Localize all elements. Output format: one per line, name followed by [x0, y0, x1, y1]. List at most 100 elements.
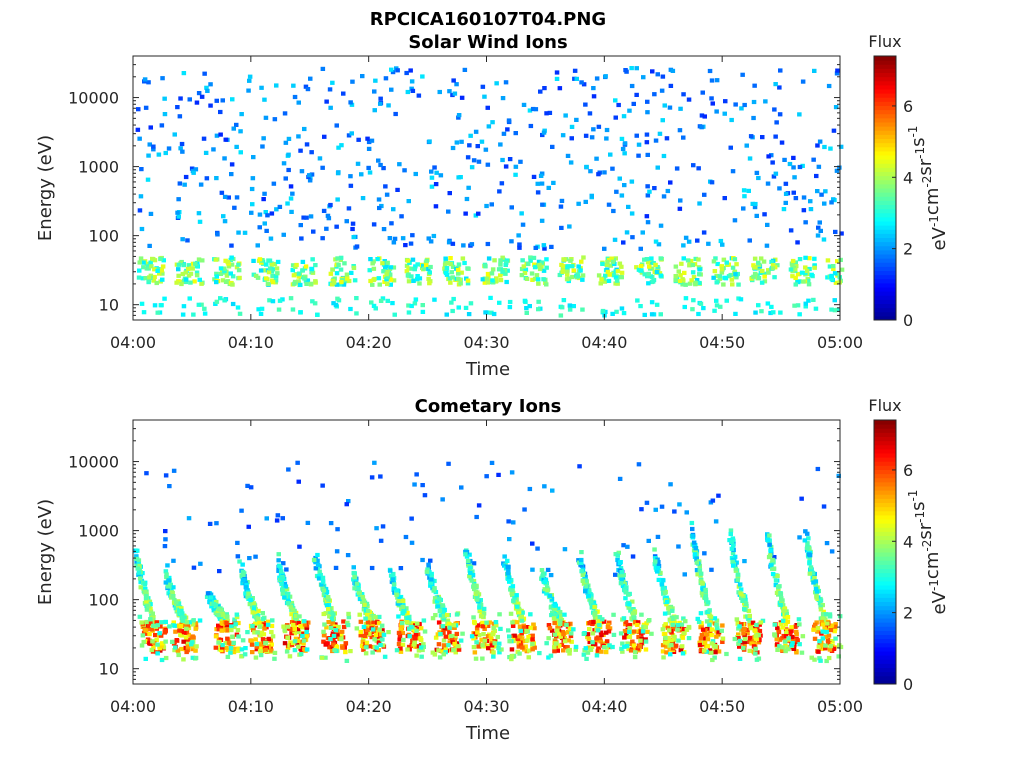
heatmap-cell [391, 240, 397, 245]
heatmap-cell [447, 89, 452, 94]
heatmap-cell [807, 561, 812, 566]
heatmap-cell [583, 646, 589, 651]
heatmap-cell [221, 214, 226, 219]
heatmap-cell [508, 611, 514, 616]
heatmap-cell [415, 277, 420, 282]
heatmap-cell [345, 620, 350, 625]
heatmap-cell [488, 295, 493, 300]
heatmap-cell [718, 304, 723, 309]
heatmap-cell [263, 276, 269, 281]
heatmap-cell [465, 281, 471, 286]
heatmap-cell [261, 197, 266, 202]
heatmap-cell [408, 624, 414, 629]
heatmap-cell [754, 213, 759, 218]
heatmap-cell [213, 634, 219, 639]
heatmap-cell [590, 640, 595, 645]
heatmap-cell [482, 280, 488, 285]
heatmap-cell [182, 182, 187, 187]
heatmap-cell [589, 193, 594, 198]
heatmap-cell [191, 565, 197, 570]
heatmap-cell [831, 128, 837, 133]
heatmap-cell [160, 277, 165, 282]
heatmap-cell [656, 577, 662, 582]
heatmap-cell [476, 633, 482, 638]
heatmap-cell [781, 207, 787, 212]
heatmap-cell [163, 537, 168, 542]
heatmap-cell [257, 257, 263, 262]
heatmap-cell [735, 577, 740, 582]
heatmap-cell [481, 606, 487, 611]
heatmap-cell [541, 277, 546, 282]
heatmap-cell [220, 98, 225, 103]
heatmap-cell [245, 630, 250, 635]
heatmap-cell [339, 280, 344, 285]
heatmap-cell [624, 631, 629, 636]
heatmap-cell [687, 281, 693, 286]
heatmap-cell [256, 608, 261, 613]
heatmap-cell [626, 592, 631, 597]
heatmap-cell [456, 276, 461, 281]
heatmap-cell [589, 605, 595, 610]
heatmap-cell [542, 86, 547, 91]
heatmap-cell [372, 89, 377, 94]
heatmap-cell [531, 174, 537, 179]
heatmap-cell [329, 616, 335, 621]
heatmap-cell [619, 646, 624, 651]
colorbar-step [874, 510, 896, 516]
colorbar-step [874, 60, 896, 65]
heatmap-cell [369, 138, 375, 143]
heatmap-cell [592, 612, 597, 617]
x-tick-label: 04:50 [699, 333, 745, 352]
heatmap-cell [726, 274, 732, 279]
heatmap-cell [811, 627, 816, 632]
heatmap-cell [444, 312, 449, 317]
heatmap-cell [226, 264, 232, 269]
heatmap-cell [313, 279, 318, 284]
heatmap-cell [668, 482, 673, 487]
y-tick-label: 100 [88, 227, 119, 246]
heatmap-cell [135, 127, 141, 132]
heatmap-cell [186, 516, 192, 521]
heatmap-cell [831, 646, 837, 651]
colorbar-step [874, 278, 896, 284]
heatmap-cell [446, 240, 452, 245]
heatmap-cell [259, 630, 265, 635]
heatmap-cell [812, 265, 817, 270]
heatmap-cell [334, 634, 340, 639]
heatmap-cell [288, 604, 294, 610]
colorbar-step [874, 580, 896, 586]
heatmap-cell [229, 624, 234, 629]
colorbar-step [874, 601, 896, 607]
heatmap-cell [255, 243, 260, 248]
heatmap-cell [147, 243, 152, 248]
heatmap-cell [304, 629, 309, 635]
heatmap-cell [743, 597, 748, 602]
heatmap-cell [697, 563, 702, 569]
heatmap-cell [262, 626, 267, 631]
heatmap-cell [539, 181, 545, 186]
heatmap-cell [581, 581, 587, 586]
colorbar-step [874, 216, 896, 222]
heatmap-cell [510, 584, 516, 589]
heatmap-cell [797, 112, 802, 117]
heatmap-cell [403, 243, 408, 248]
colorbar-label: eV-1cm-2sr-1s-1 [906, 126, 950, 251]
heatmap-cell [137, 614, 143, 619]
heatmap-cell [589, 593, 594, 598]
heatmap-cell [716, 629, 721, 634]
heatmap-cell [286, 152, 291, 157]
heatmap-cell [618, 631, 624, 636]
heatmap-cell [362, 633, 368, 638]
heatmap-cell [483, 264, 488, 269]
heatmap-cell [825, 637, 831, 643]
heatmap-cell [580, 572, 586, 577]
heatmap-cell [209, 604, 214, 609]
heatmap-cell [158, 633, 164, 638]
heatmap-cell [835, 68, 840, 73]
heatmap-cell [652, 562, 658, 567]
heatmap-cell [385, 275, 390, 280]
heatmap-cell [378, 634, 383, 639]
heatmap-cell [782, 639, 788, 644]
heatmap-cell [519, 273, 525, 278]
colorbar-step [874, 113, 896, 119]
